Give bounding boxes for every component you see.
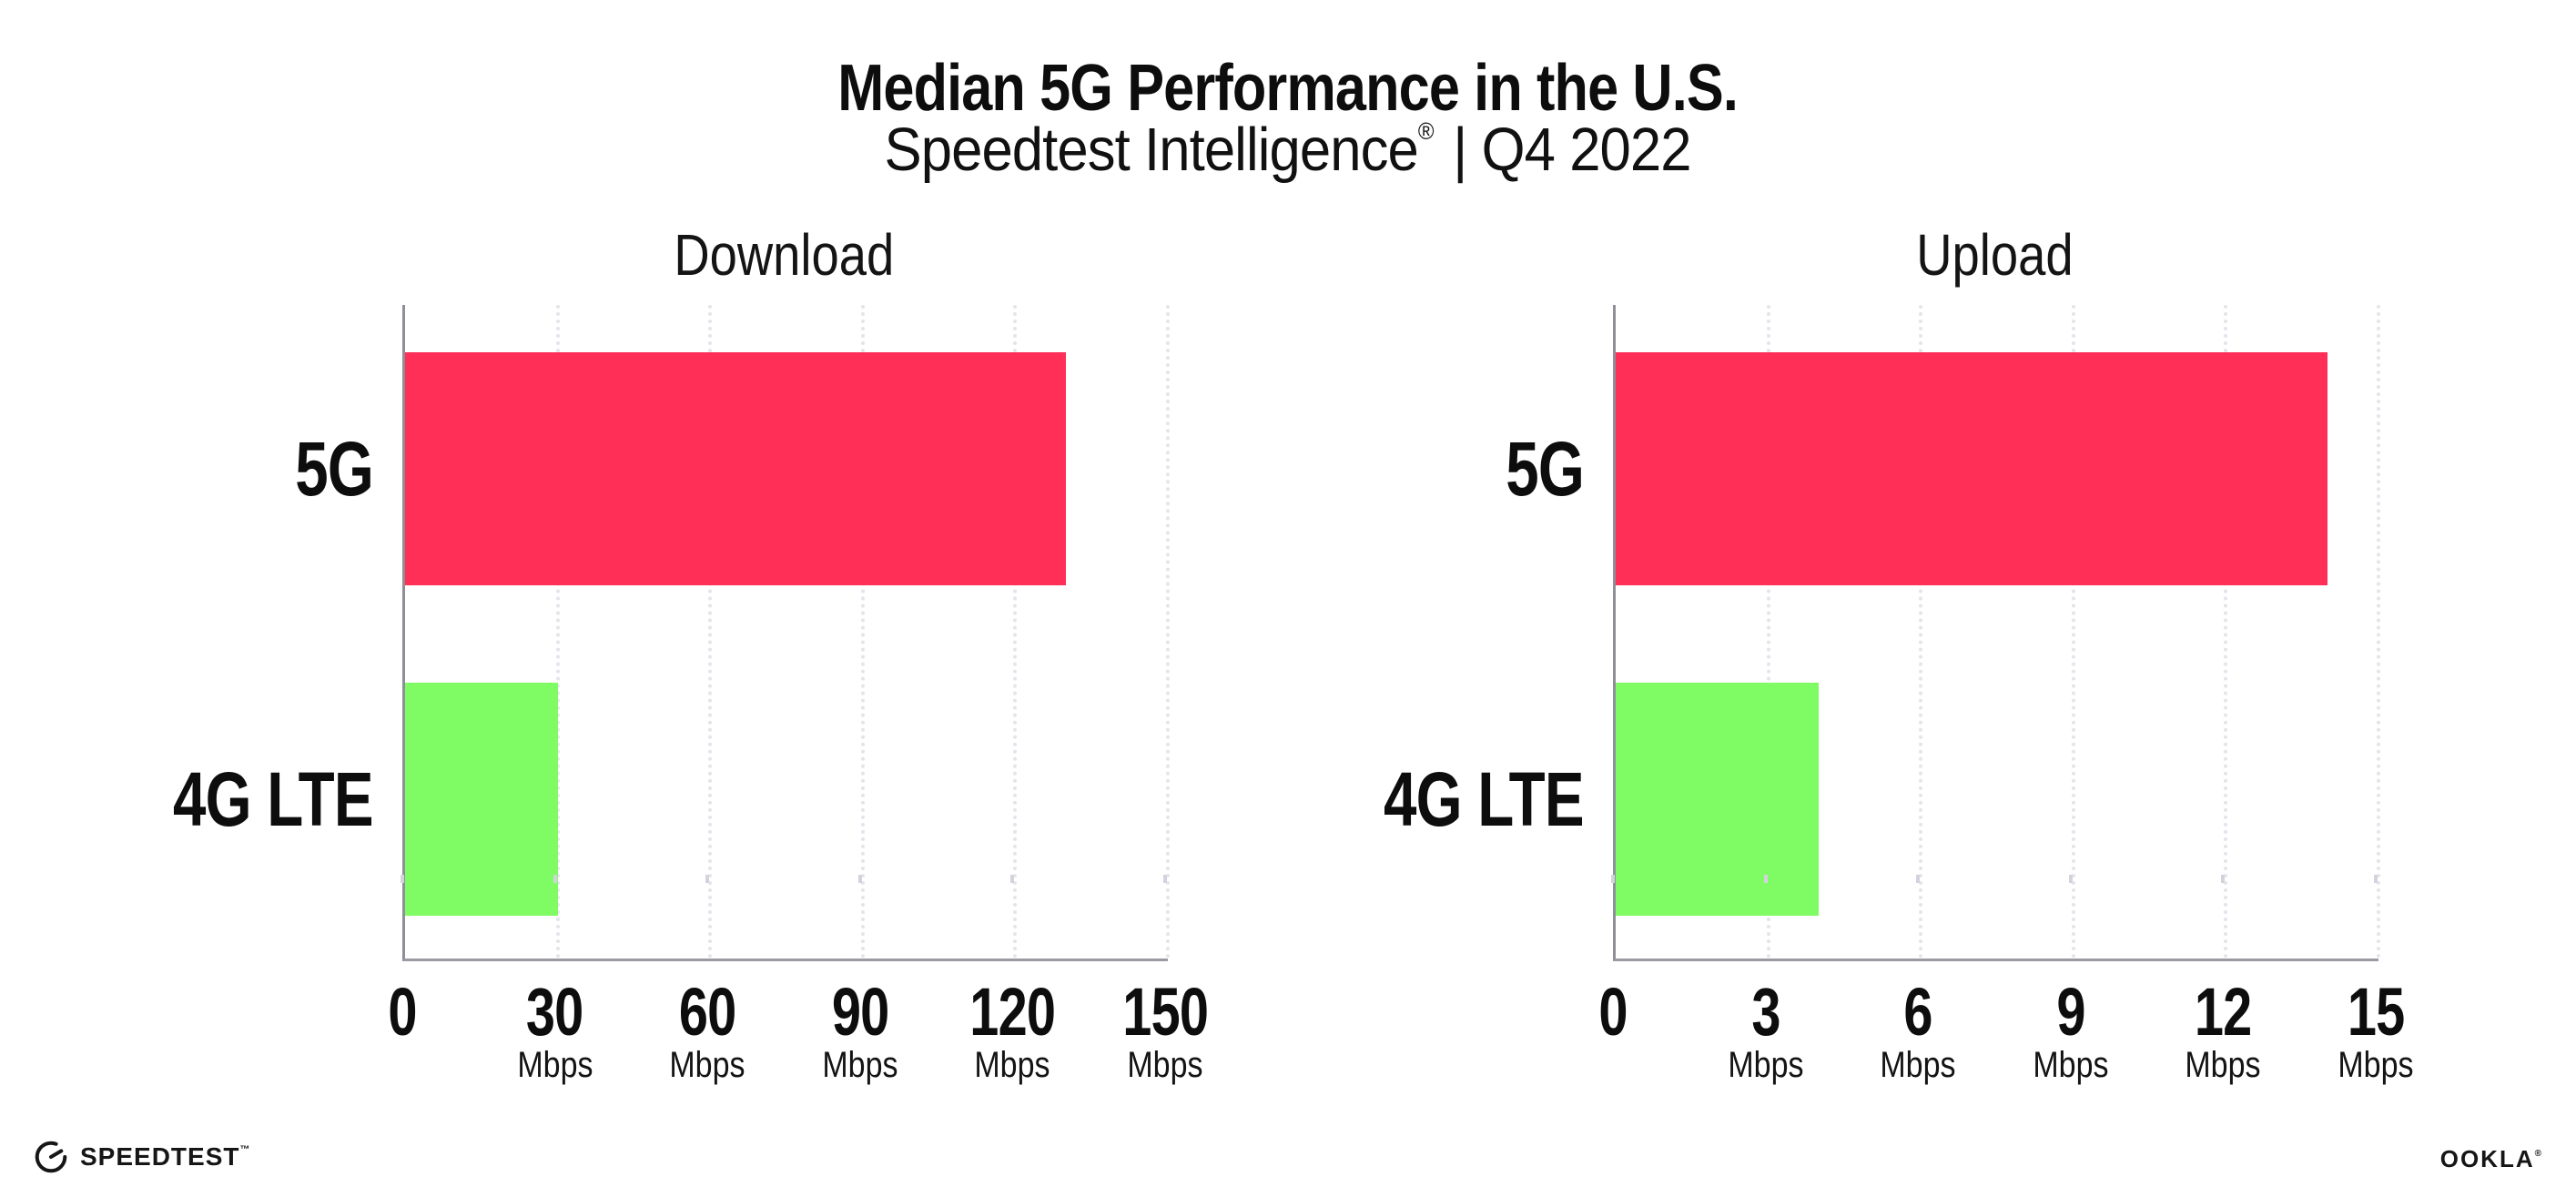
- gridline-download-120: [1013, 305, 1018, 959]
- x-tick-unit: Mbps: [2033, 1045, 2109, 1085]
- x-tick-value: 3: [1750, 974, 1780, 1050]
- x-tick-mark-download-120: [1010, 875, 1015, 883]
- speedtest-logo: SPEEDTEST™: [33, 1138, 250, 1176]
- x-tick-unit: Mbps: [1880, 1045, 1956, 1085]
- gridline-upload-9: [2071, 305, 2075, 959]
- bar-download-4g-lte: [405, 683, 558, 916]
- x-tick-mark-upload-15: [2374, 875, 2378, 883]
- page-title-text: Median 5G Performance in the U.S.: [837, 52, 1739, 126]
- chart-download: Download 0 30 Mbps 60 Mbps 90 Mbps 120 Mbps 150 Mbp…: [111, 218, 1209, 1147]
- x-tick-label-upload-6: 6 Mbps: [1818, 974, 2018, 1085]
- x-tick-value: 30: [526, 974, 583, 1050]
- x-tick-value: 120: [969, 974, 1056, 1050]
- x-tick-mark-download-150: [1163, 875, 1167, 883]
- gauge-icon: [35, 1141, 67, 1173]
- category-label-5g: 5G: [295, 425, 374, 512]
- x-tick-unit: Mbps: [2338, 1045, 2414, 1085]
- x-tick-label-upload-15: 15 Mbps: [2276, 974, 2476, 1085]
- x-tick-mark-download-90: [857, 875, 862, 883]
- x-tick-mark-upload-3: [1763, 875, 1768, 883]
- panel-title-download: Download: [674, 222, 894, 288]
- x-tick-value: 6: [1903, 974, 1933, 1050]
- plot-area-download: [402, 305, 1170, 961]
- x-tick-unit: Mbps: [669, 1045, 745, 1085]
- gridline-upload-6: [1919, 305, 1923, 959]
- x-tick-mark-upload-6: [1916, 875, 1921, 883]
- x-tick-label-upload-0: 0: [1513, 974, 1713, 1050]
- x-tick-label-download-30: 30 Mbps: [455, 974, 655, 1085]
- x-tick-mark-upload-9: [2068, 875, 2073, 883]
- registered-mark: ®: [2534, 1148, 2543, 1159]
- gridline-download-150: [1166, 305, 1170, 959]
- gridline-upload-15: [2377, 305, 2380, 959]
- chart-upload: Upload 0 3 Mbps 6 Mbps 9 Mbps 12 Mbps 15 Mbps 5G 4G L…: [1322, 218, 2413, 1147]
- bar-upload-5g: [1616, 352, 2328, 585]
- x-tick-unit: Mbps: [822, 1045, 898, 1085]
- bar-upload-4g-lte: [1616, 683, 1820, 916]
- x-tick-mark-download-0: [401, 875, 404, 883]
- gridline-download-60: [708, 305, 713, 959]
- speedtest-wordmark: SPEEDTEST™: [80, 1142, 251, 1171]
- bar-download-5g: [405, 352, 1067, 585]
- x-tick-label-upload-9: 9 Mbps: [1971, 974, 2171, 1085]
- x-tick-label-download-60: 60 Mbps: [607, 974, 807, 1085]
- page-subtitle: Speedtest Intelligence® | Q4 2022: [0, 89, 2576, 184]
- ookla-logo: OOKLA®: [2440, 1145, 2543, 1172]
- x-tick-label-download-150: 150 Mbps: [1065, 974, 1265, 1085]
- x-tick-unit: Mbps: [2185, 1045, 2261, 1085]
- x-tick-value: 150: [1122, 974, 1209, 1050]
- subtitle-period: | Q4 2022: [1453, 116, 1692, 184]
- gridline-upload-12: [2224, 305, 2228, 959]
- x-tick-value: 9: [2056, 974, 2085, 1050]
- x-tick-value: 12: [2195, 974, 2252, 1050]
- gridline-upload-3: [1766, 305, 1770, 959]
- x-tick-value: 90: [831, 974, 889, 1050]
- page-title: Median 5G Performance in the U.S.: [0, 51, 2576, 126]
- x-tick-unit: Mbps: [1127, 1045, 1203, 1085]
- subtitle-brand: Speedtest Intelligence: [884, 116, 1419, 184]
- x-tick-mark-upload-12: [2221, 875, 2226, 883]
- x-tick-mark-upload-0: [1611, 875, 1615, 883]
- x-tick-mark-download-30: [553, 875, 557, 883]
- x-tick-value: 15: [2347, 974, 2405, 1050]
- trademark-mark: ™: [239, 1144, 251, 1155]
- x-tick-label-download-120: 120 Mbps: [912, 974, 1112, 1085]
- x-tick-value: 0: [1598, 974, 1628, 1050]
- registered-mark: ®: [1418, 117, 1435, 145]
- x-tick-label-download-0: 0: [302, 974, 502, 1050]
- category-label-5g: 5G: [1506, 425, 1585, 512]
- category-label-4g-lte: 4G LTE: [173, 756, 374, 842]
- gridline-download-30: [555, 305, 560, 959]
- x-tick-unit: Mbps: [517, 1045, 593, 1085]
- panel-title-upload: Upload: [1915, 222, 2074, 288]
- category-label-4g-lte: 4G LTE: [1384, 756, 1585, 842]
- x-tick-label-upload-12: 12 Mbps: [2123, 974, 2323, 1085]
- ookla-wordmark: OOKLA®: [2439, 1144, 2543, 1172]
- x-tick-label-download-90: 90 Mbps: [760, 974, 960, 1085]
- gridline-download-90: [860, 305, 865, 959]
- x-tick-mark-download-60: [705, 875, 710, 883]
- plot-area-upload: [1613, 305, 2380, 961]
- x-tick-value: 60: [678, 974, 736, 1050]
- x-tick-unit: Mbps: [1728, 1045, 1804, 1085]
- x-tick-label-upload-3: 3 Mbps: [1666, 974, 1866, 1085]
- x-tick-value: 0: [388, 974, 417, 1050]
- x-tick-unit: Mbps: [974, 1045, 1050, 1085]
